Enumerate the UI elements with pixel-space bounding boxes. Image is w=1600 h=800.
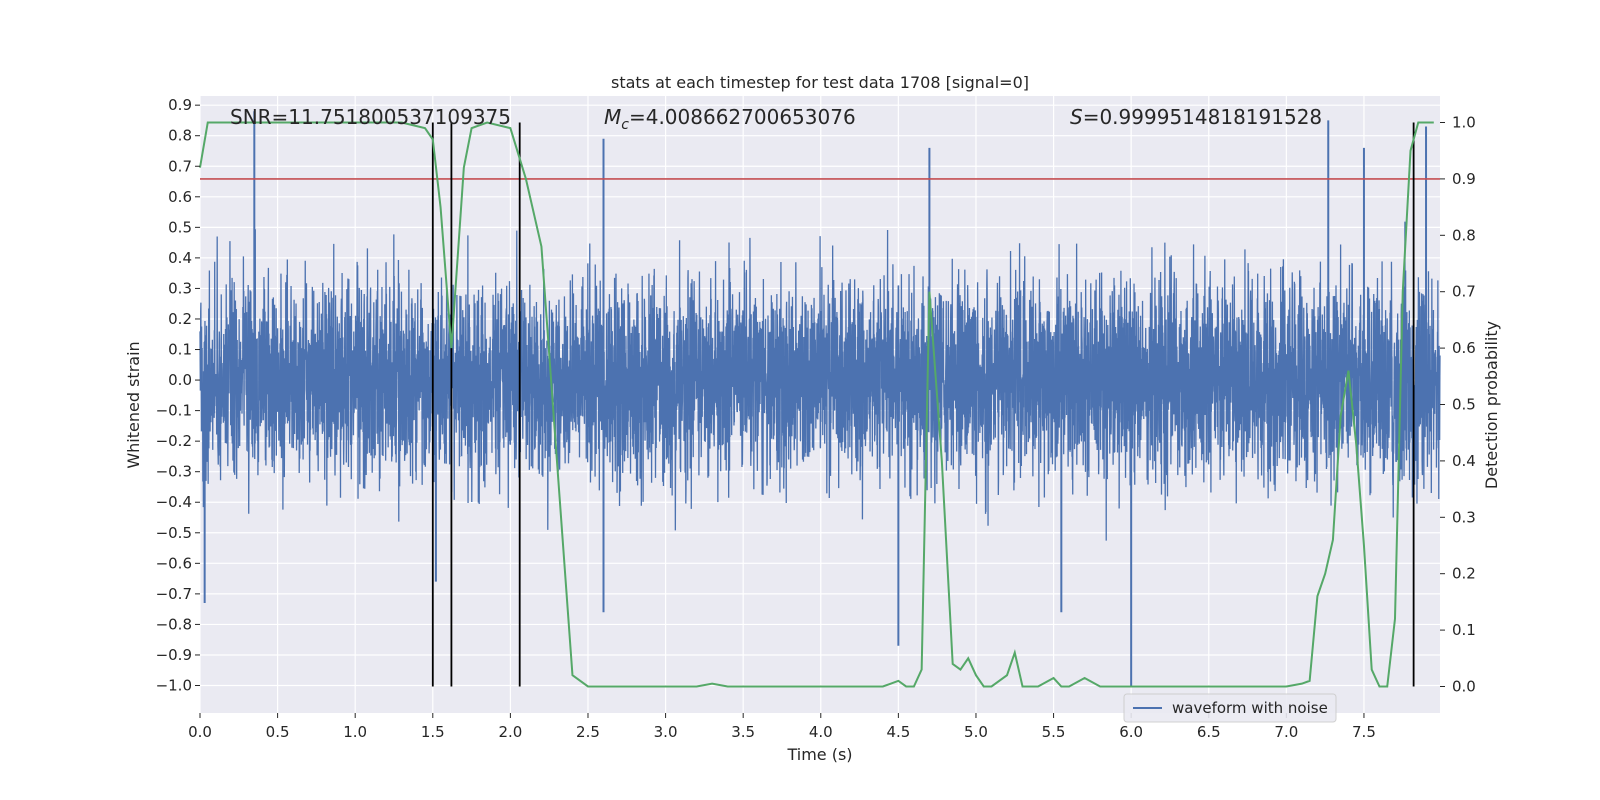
y-tick-label: −0.5 [156, 524, 192, 542]
y2-tick-label: 0.1 [1452, 621, 1476, 639]
y-axis-label: Whitened strain [124, 341, 143, 468]
s-symbol: S [1070, 105, 1083, 129]
legend-box [1123, 693, 1337, 723]
y-tick-label: −0.3 [156, 463, 192, 481]
y-tick-label: 0.6 [168, 188, 192, 206]
y-tick-label: −0.4 [156, 493, 192, 511]
y-tick-label: −0.1 [156, 402, 192, 420]
chart-title: stats at each timestep for test data 170… [611, 73, 1029, 92]
axes: 0.0 0.5 1.0 1.5 2.0 2.5 3.0 3.5 4.0 4.5 5.0 5.5 6.0 6… [156, 96, 1476, 741]
x-tick-label: 7.5 [1352, 723, 1376, 741]
s-annotation: S=0.9999514818191528 [1070, 105, 1322, 129]
y2-tick-label: 0.3 [1452, 508, 1476, 526]
y-tick-label: 0.3 [168, 279, 192, 297]
detection-probability-line [199, 121, 1434, 688]
y-tick-label: −0.7 [156, 585, 192, 603]
mc-subscript: c [621, 117, 629, 133]
x-tick-label: 1.0 [343, 723, 367, 741]
x-tick-label: 2.5 [576, 723, 600, 741]
y-tick-label: 0.5 [168, 218, 192, 236]
waveform-line [199, 221, 1441, 541]
mc-symbol: M [604, 105, 621, 129]
x-tick-label: 6.0 [1119, 723, 1143, 741]
y2-tick-label: 0.7 [1452, 283, 1476, 301]
y-tick-label: 0.8 [168, 127, 192, 145]
x-tick-label: 1.5 [421, 723, 445, 741]
y2-tick-label: 0.5 [1452, 396, 1476, 414]
x-tick-label: 3.0 [654, 723, 678, 741]
x-axis-label: Time (s) [786, 745, 852, 764]
x-tick-label: 6.5 [1197, 723, 1221, 741]
y-tick-label: −0.2 [156, 432, 192, 450]
y-tick-label: −0.6 [156, 554, 192, 572]
y-tick-label: −0.9 [156, 646, 192, 664]
y-tick-label: 0.2 [168, 310, 192, 328]
y2-tick-label: 1.0 [1452, 114, 1476, 132]
y2-tick-label: 0.6 [1452, 339, 1476, 357]
snr-annotation: SNR=11.751800537109375 [230, 105, 511, 129]
y-tick-label: 0.0 [168, 371, 192, 389]
s-value: =0.9999514818191528 [1083, 105, 1322, 129]
x-tick-label: 3.5 [731, 723, 755, 741]
y-tick-label: −0.8 [156, 615, 192, 633]
x-tick-label: 5.5 [1042, 723, 1066, 741]
legend-label: waveform with noise [1172, 699, 1328, 717]
y-tick-label: −1.0 [156, 677, 192, 695]
x-tick-label: 4.0 [809, 723, 833, 741]
x-tick-label: 4.5 [886, 723, 910, 741]
y-tick-label: 0.9 [168, 96, 192, 114]
y2-tick-label: 0.0 [1452, 677, 1476, 695]
y2-tick-label: 0.2 [1452, 565, 1476, 583]
y-tick-label: 0.1 [168, 341, 192, 359]
y-tick-label: 0.4 [168, 249, 192, 267]
mc-annotation: Mc=4.008662700653076 [604, 105, 856, 133]
y2-axis-label: Detection probability [1482, 321, 1501, 489]
x-tick-label: 0.5 [266, 723, 290, 741]
x-tick-label: 5.0 [964, 723, 988, 741]
y2-tick-label: 0.4 [1452, 452, 1476, 470]
y-tick-label: 0.7 [168, 157, 192, 175]
mc-value: =4.008662700653076 [629, 105, 856, 129]
x-tick-label: 2.0 [498, 723, 522, 741]
x-tick-label: 7.0 [1274, 723, 1298, 741]
plot-area [199, 111, 1441, 688]
legend: waveform with noise [1123, 693, 1337, 723]
y2-tick-label: 0.9 [1452, 170, 1476, 188]
y2-tick-label: 0.8 [1452, 226, 1476, 244]
x-tick-label: 0.0 [188, 723, 212, 741]
